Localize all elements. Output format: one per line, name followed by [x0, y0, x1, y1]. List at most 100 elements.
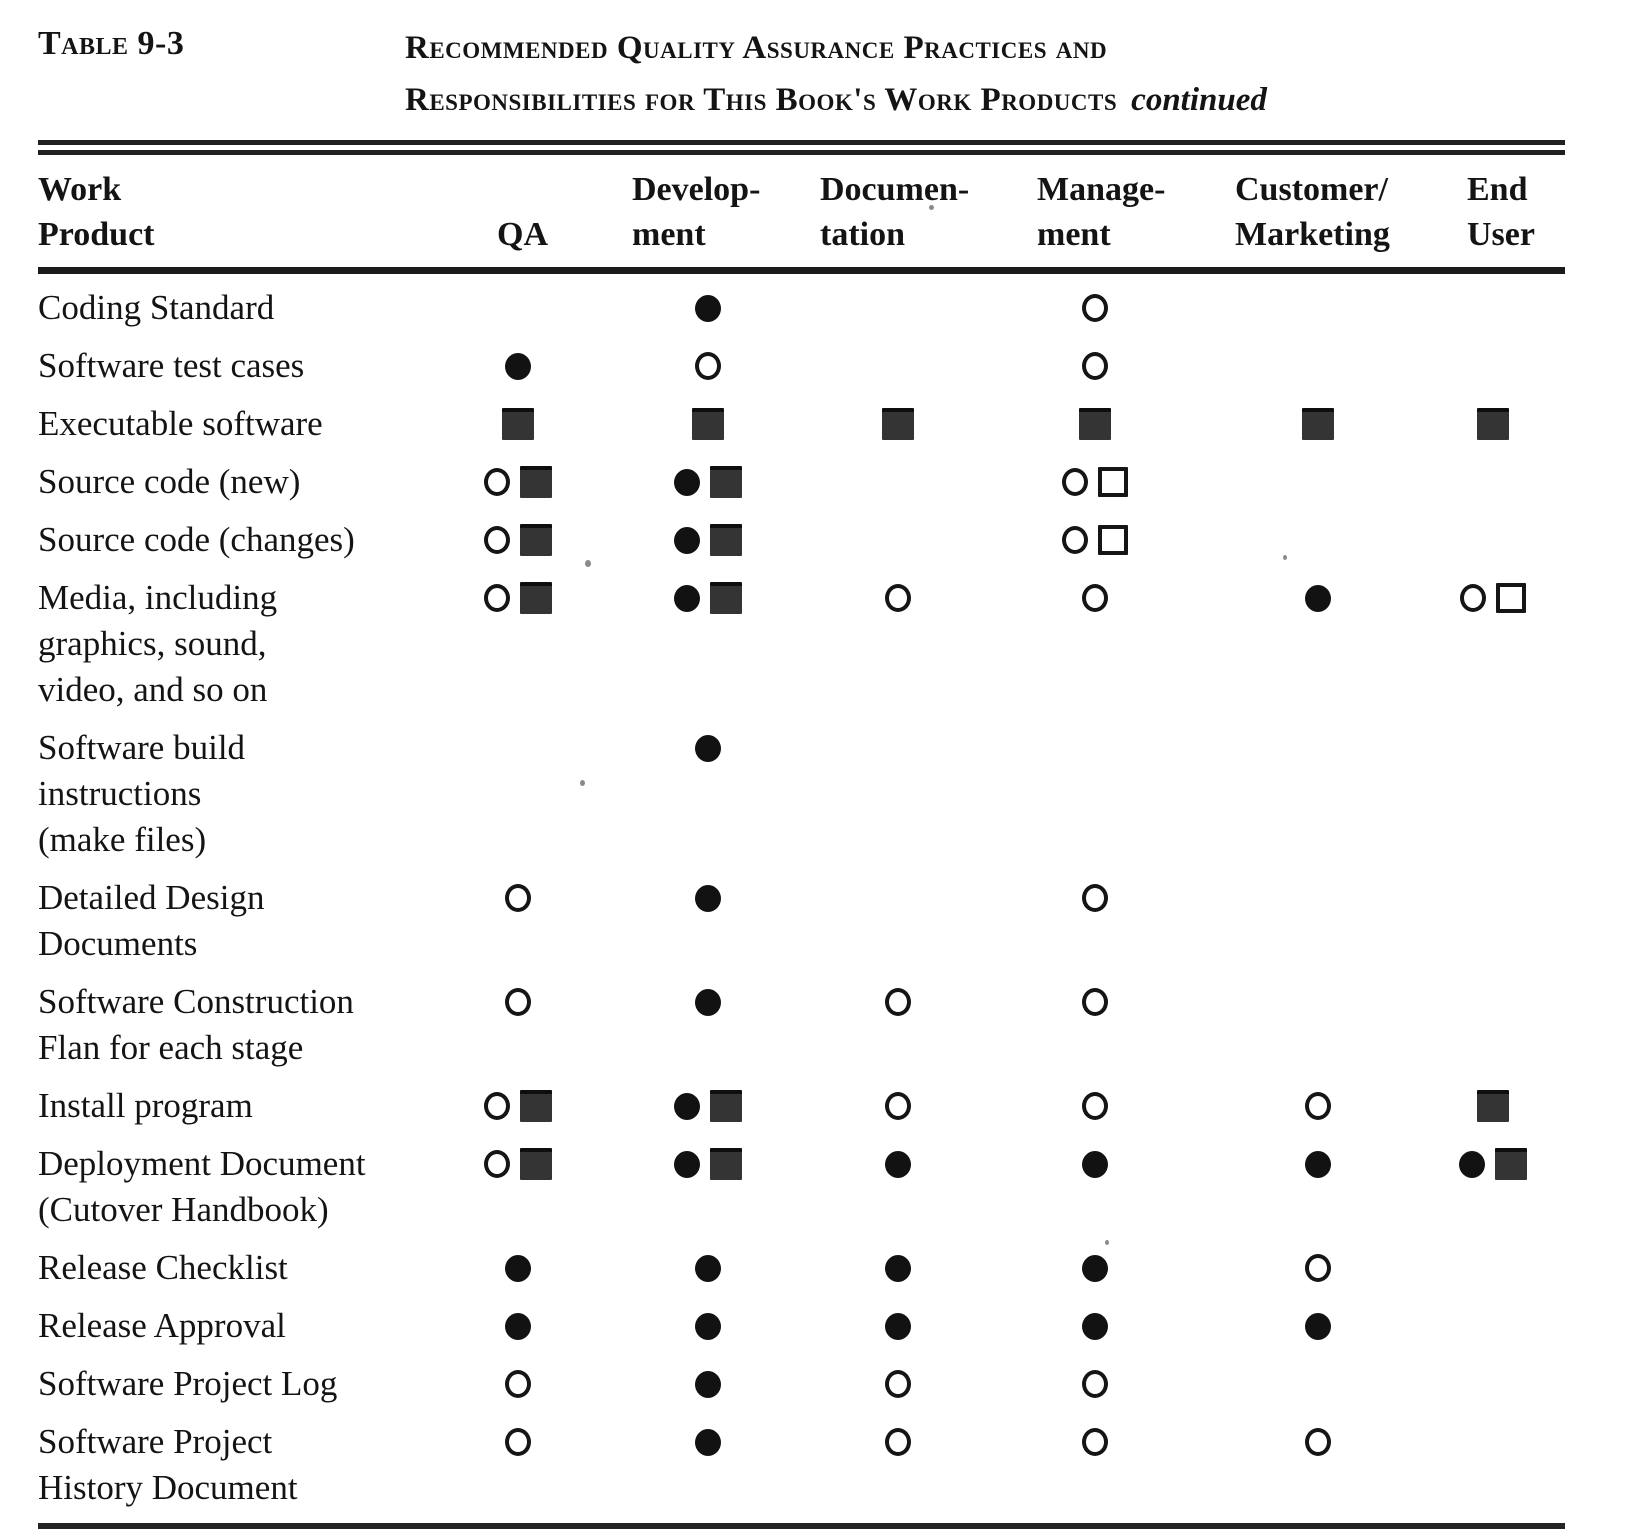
- cell-development: [595, 1361, 820, 1407]
- cell-end-user: [1420, 343, 1565, 389]
- open-circle-icon: [1082, 884, 1108, 912]
- scan-speck: [580, 780, 585, 786]
- cell-development: [595, 1245, 820, 1291]
- filled-circle-icon: [694, 1370, 721, 1398]
- cell-management: [975, 285, 1215, 331]
- cell-documentation: [820, 1419, 975, 1465]
- cell-management: [975, 1245, 1215, 1291]
- filled-circle-icon: [504, 352, 531, 380]
- cell-qa: [440, 575, 595, 621]
- cell-development: [595, 1419, 820, 1465]
- table-number-label: Table 9-3: [38, 25, 185, 62]
- table-row: Software Project History Document: [38, 1419, 1565, 1511]
- filled-square-icon: [1476, 1090, 1509, 1122]
- table-body: Coding Standard Software test cases Execut…: [38, 274, 1565, 1511]
- cell-development: [595, 1141, 820, 1187]
- cell-customer-marketing: [1215, 343, 1420, 389]
- cell-management: [975, 725, 1215, 771]
- cell-end-user: [1420, 979, 1565, 1025]
- cell-qa: [440, 459, 595, 505]
- filled-circle-icon: [884, 1254, 911, 1282]
- work-product-label: Detailed Design Documents: [38, 878, 265, 963]
- cell-end-user: [1420, 1303, 1565, 1349]
- cell-documentation: [820, 1245, 975, 1291]
- filled-square-icon: [709, 1090, 742, 1122]
- cell-documentation: [820, 1303, 975, 1349]
- cell-end-user: [1420, 1141, 1565, 1187]
- filled-square-icon: [1301, 408, 1334, 440]
- open-circle-icon: [1082, 294, 1108, 322]
- cell-end-user: [1420, 401, 1565, 447]
- bottom-rule: [38, 1523, 1565, 1529]
- filled-circle-icon: [694, 734, 721, 762]
- table-title-line1: Recommended Quality Assurance Practices …: [405, 30, 1108, 66]
- cell-end-user: [1420, 1361, 1565, 1407]
- filled-circle-icon: [504, 1254, 531, 1282]
- cell-development: [595, 725, 820, 771]
- open-circle-icon: [1082, 352, 1108, 380]
- cell-qa: [440, 1245, 595, 1291]
- filled-circle-icon: [504, 1312, 531, 1340]
- work-product-label: Release Checklist: [38, 1248, 288, 1287]
- table-row: Executable software: [38, 401, 1565, 447]
- filled-square-icon: [1476, 408, 1509, 440]
- cell-end-user: [1420, 1083, 1565, 1129]
- continued-note: continued: [1131, 82, 1267, 118]
- open-circle-icon: [1062, 468, 1088, 496]
- work-product-label: Software Project Log: [38, 1364, 338, 1403]
- work-product-label: Coding Standard: [38, 288, 275, 327]
- open-circle-icon: [884, 988, 911, 1016]
- cell-customer-marketing: [1215, 1303, 1420, 1349]
- cell-development: [595, 459, 820, 505]
- filled-circle-icon: [1082, 1312, 1108, 1340]
- cell-management: [975, 1419, 1215, 1465]
- table-row: Software Project Log: [38, 1361, 1565, 1407]
- work-product-label: Install program: [38, 1086, 253, 1125]
- work-product-label: Source code (changes): [38, 520, 355, 559]
- cell-customer-marketing: [1215, 285, 1420, 331]
- open-circle-icon: [1082, 988, 1108, 1016]
- cell-development: [595, 1303, 820, 1349]
- open-circle-icon: [1082, 1428, 1108, 1456]
- cell-documentation: [820, 517, 975, 563]
- work-product-label: Software test cases: [38, 346, 305, 385]
- open-square-icon: [1495, 583, 1526, 613]
- filled-circle-icon: [1304, 584, 1331, 612]
- filled-square-icon: [501, 408, 534, 440]
- filled-square-icon: [709, 1148, 742, 1180]
- filled-circle-icon: [673, 468, 700, 496]
- column-header-development: Develop- ment: [632, 171, 761, 253]
- filled-circle-icon: [673, 1150, 700, 1178]
- cell-qa: [440, 1303, 595, 1349]
- open-circle-icon: [483, 584, 510, 612]
- cell-qa: [440, 401, 595, 447]
- cell-qa: [440, 1419, 595, 1465]
- cell-customer-marketing: [1215, 1419, 1420, 1465]
- open-circle-icon: [884, 1428, 911, 1456]
- top-rule-lower: [38, 150, 1565, 155]
- cell-documentation: [820, 875, 975, 921]
- cell-qa: [440, 979, 595, 1025]
- table-row: Source code (changes): [38, 517, 1565, 563]
- filled-square-icon: [1494, 1148, 1527, 1180]
- filled-square-icon: [519, 466, 552, 498]
- cell-management: [975, 1083, 1215, 1129]
- cell-development: [595, 1083, 820, 1129]
- open-circle-icon: [1082, 1092, 1108, 1120]
- open-circle-icon: [884, 1092, 911, 1120]
- column-header-qa: QA: [497, 216, 548, 253]
- cell-development: [595, 285, 820, 331]
- cell-development: [595, 575, 820, 621]
- cell-end-user: [1420, 517, 1565, 563]
- work-product-label: Software build instructions (make files): [38, 728, 246, 859]
- cell-customer-marketing: [1215, 875, 1420, 921]
- cell-documentation: [820, 1141, 975, 1187]
- header-rule: [38, 267, 1565, 274]
- open-circle-icon: [504, 1428, 531, 1456]
- top-rule-upper: [38, 140, 1565, 145]
- open-circle-icon: [884, 584, 911, 612]
- cell-management: [975, 979, 1215, 1025]
- open-circle-icon: [1304, 1428, 1331, 1456]
- filled-square-icon: [519, 582, 552, 614]
- cell-end-user: [1420, 285, 1565, 331]
